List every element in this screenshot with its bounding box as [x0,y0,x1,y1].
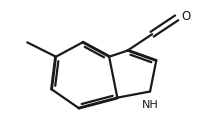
Text: O: O [181,10,191,23]
Text: NH: NH [142,100,158,110]
